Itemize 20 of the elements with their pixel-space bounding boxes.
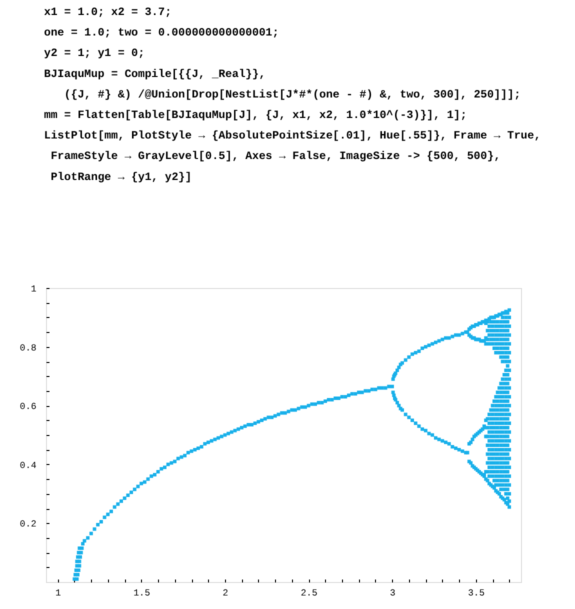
y-tick-label: 0.4 [20,460,37,471]
y-tick-label: 0.8 [20,342,36,354]
x-tick-label: 3 [390,588,396,598]
y-tick-label: 1 [30,284,37,294]
text: x1 = 1.0; x2 = 3.7; [44,7,172,19]
text: PlotRange → {y1, y2}] [50,170,192,184]
y-tick-label: 0.6 [20,401,36,412]
text: FrameStyle → GrayLevel[0.5], Axes → False, ImageSize -> {500, 500}, [50,150,501,164]
text: one = 1.0; two = 0.000000000000001; [44,28,279,40]
text: BJIaquMup = Compile[{{J, _Real}}, [44,68,266,81]
text: ListPlot[mm, PlotStyle → {AbsolutePointSize[.01], Hue[.55]}, Frame → True, [44,130,541,143]
x-tick-label: 1 [55,588,62,598]
text: ({J, #} &) /@Union[Drop[NestList[J*#*(one - #) &, two, 300], 250]]]; [64,88,521,102]
x-tick-label: 2.5 [300,588,318,598]
x-tick-label: 2 [222,588,228,598]
text: mm = Flatten[Table[BJIaquMup[J], {J, x1, x2, 1.0*10^(-3)}], 1]; [44,109,467,122]
text: y2 = 1; y1 = 0; [44,48,145,60]
y-tick-label: 0.2 [20,518,36,530]
x-tick-label: 3.5 [468,588,485,598]
x-tick-label: 1.5 [133,588,150,598]
